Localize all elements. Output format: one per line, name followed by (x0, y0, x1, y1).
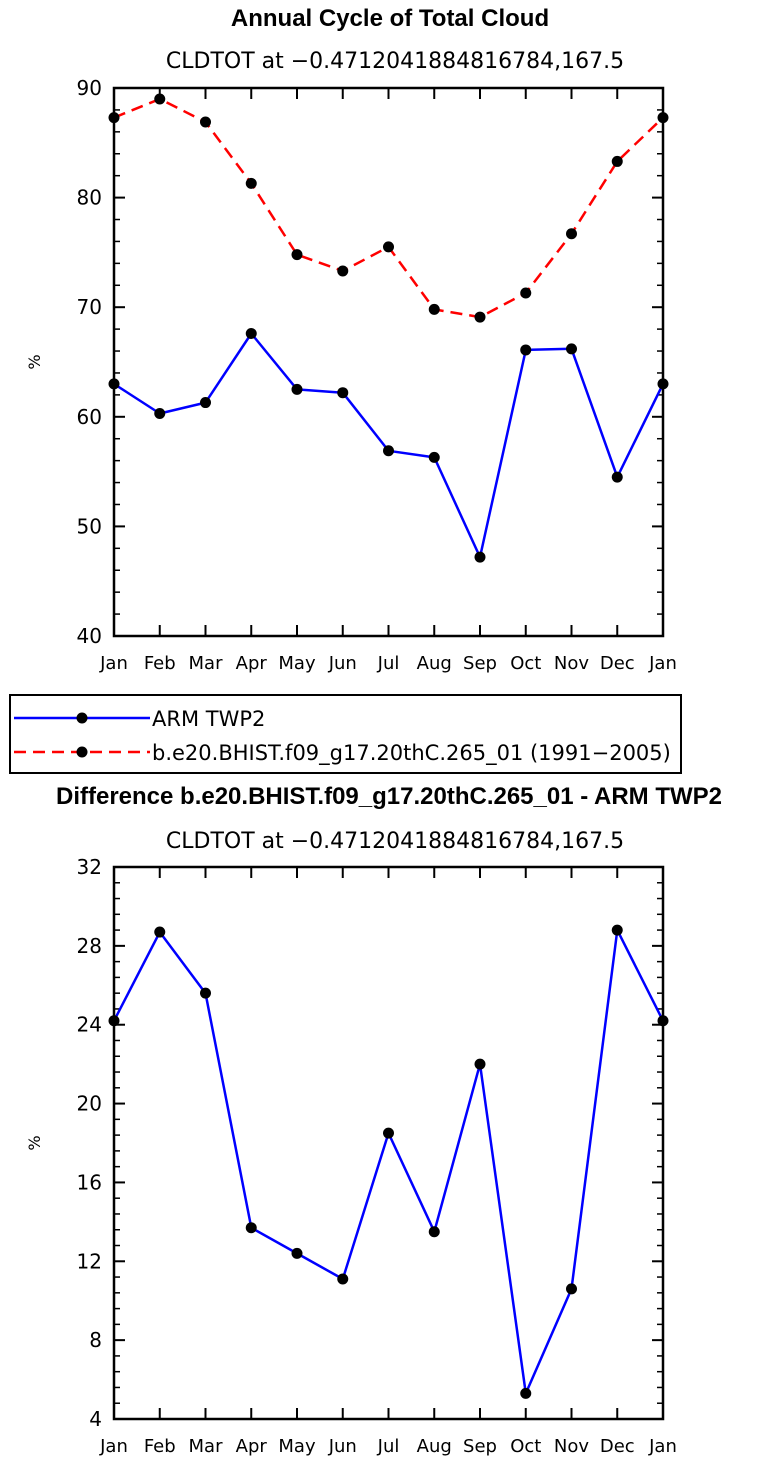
chart2-series-0-point (428, 1226, 440, 1238)
chart1-xtick-label: Nov (554, 653, 589, 674)
chart1-series-1-point (383, 241, 394, 253)
chart2-ytick-label: 4 (89, 1407, 102, 1431)
chart1-xtick-label: Jul (377, 653, 400, 674)
chart2-series-0-point (200, 987, 211, 999)
chart2-subtitle: CLDTOT at −0.4712041884816784,167.5 (166, 829, 624, 854)
legend: ARM TWP2 b.e20.BHIST.f09_g17.20thC.265_0… (9, 694, 682, 774)
chart1-ylabel: % (25, 354, 44, 369)
chart1-xtick-label: Mar (189, 653, 224, 674)
chart2-ytick-label: 16 (77, 1170, 102, 1194)
chart1-series-1-point (566, 228, 577, 240)
chart2-series-0-point (566, 1283, 577, 1295)
chart1-series-0-point (154, 408, 166, 420)
chart1-ytick-label: 70 (77, 295, 102, 319)
chart1-xtick-label: May (278, 653, 316, 674)
chart1-xtick-label: Apr (236, 653, 268, 674)
chart2-ytick-label: 28 (77, 934, 102, 958)
chart1-series-0-point (245, 328, 257, 340)
chart2-ytick-label: 8 (89, 1328, 102, 1352)
chart1-plot: 40 50 60 70 80 90 Jan Feb Mar Apr May Jun Jul Aug Sep O… (25, 76, 677, 674)
chart1-series-0-point (611, 471, 623, 483)
chart2-xtick-label: May (278, 1436, 316, 1457)
chart1-frame (112, 86, 665, 638)
chart1-series-0-point (383, 445, 394, 457)
chart2-series-0-point (291, 1247, 303, 1259)
chart1-xtick-label: Oct (510, 653, 541, 674)
chart1-series-0-point (337, 387, 349, 399)
chart2-frame (112, 865, 665, 1421)
chart2-series-0-line (112, 928, 665, 1395)
chart2-xtick-label: Aug (417, 1436, 452, 1457)
chart2-xtick-label: Mar (189, 1436, 224, 1457)
chart2-ytick-label: 12 (77, 1249, 102, 1273)
chart2-xtick-label: Sep (463, 1436, 497, 1457)
chart1-series-0-point (520, 344, 532, 356)
chart2-xtick-label: Feb (144, 1436, 176, 1457)
chart2-series-0-point (474, 1058, 486, 1070)
chart1-series-1-line (113, 97, 664, 319)
chart1-series-1-point (657, 112, 669, 124)
legend-marker-arm (76, 712, 88, 724)
chart1-series-1-point (245, 177, 257, 189)
chart1-series-0-point (657, 378, 669, 390)
chart1-xtick-label: Jan (99, 653, 128, 674)
chart2-plot: 4 8 12 16 20 24 28 32 Jan Feb Mar Apr May Jun Jul Aug Se… (25, 855, 677, 1457)
chart1-xtick-label: Aug (417, 653, 452, 674)
chart1-series-0-point (200, 397, 211, 409)
chart2-xtick-label: Oct (510, 1436, 541, 1457)
chart2-xtick-label: Jan (648, 1436, 677, 1457)
chart1-ytick-label: 60 (77, 405, 102, 429)
chart2-series-0-point (383, 1127, 394, 1139)
legend-box (9, 694, 682, 774)
chart1-ytick-label: 80 (77, 186, 102, 210)
chart2-ytick-label: 32 (77, 855, 102, 879)
chart1-xtick-label: Sep (463, 653, 497, 674)
chart1-subtitle: CLDTOT at −0.4712041884816784,167.5 (166, 49, 624, 74)
legend-label-model: b.e20.BHIST.f09_g17.20thC.265_01 (1991−2… (152, 741, 671, 766)
chart1-series-0-point (474, 551, 486, 563)
chart1-series-1-point (337, 265, 349, 277)
chart1-ytick-label: 90 (77, 76, 102, 100)
chart2-xtick-label: Dec (600, 1436, 635, 1457)
chart1-series-0-point (566, 343, 577, 355)
chart2-series-0-point (657, 1015, 669, 1027)
chart2-ytick-label: 24 (77, 1013, 102, 1037)
chart1-series-0-point (428, 451, 440, 463)
chart1-series-1-point (108, 112, 120, 124)
chart1-xtick-label: Feb (144, 653, 176, 674)
chart2-xtick-label: Jan (99, 1436, 128, 1457)
chart2-xtick-label: Jul (377, 1436, 400, 1457)
chart2-series-0-point (108, 1015, 120, 1027)
chart2-series-0-point (337, 1273, 349, 1285)
chart2-xtick-label: Jun (328, 1436, 357, 1457)
legend-label-arm: ARM TWP2 (152, 707, 265, 731)
chart1-ytick-label: 40 (77, 624, 102, 648)
chart1-xtick-label: Dec (600, 653, 635, 674)
chart1-series-1-point (611, 155, 623, 167)
chart2-series-0-point (245, 1222, 257, 1234)
chart1-series-0-point (108, 378, 120, 390)
chart1-xtick-label: Jan (648, 653, 677, 674)
chart1-series-0-point (291, 383, 303, 395)
chart2-series-0-point (611, 924, 623, 936)
chart1-xtick-label: Jun (328, 653, 357, 674)
chart1-title: Annual Cycle of Total Cloud (231, 5, 549, 32)
chart2-series-0-point (520, 1387, 532, 1399)
chart2-xtick-label: Apr (236, 1436, 268, 1457)
chart1-ytick-label: 50 (77, 514, 102, 538)
chart1-series-1-point (428, 303, 440, 315)
chart1-series-1-point (474, 311, 486, 323)
chart2-ytick-label: 20 (77, 1092, 102, 1116)
chart2-series-0-point (154, 926, 166, 938)
chart2-ylabel: % (25, 1135, 44, 1150)
chart1-series-1-point (154, 93, 166, 105)
chart1-series-1-point (520, 287, 532, 299)
legend-marker-model (76, 746, 88, 758)
chart1-series-1-point (291, 249, 303, 261)
chart1-series-1-point (200, 116, 211, 128)
chart2-title: Difference b.e20.BHIST.f09_g17.20thC.265… (56, 783, 722, 810)
chart2-xtick-label: Nov (554, 1436, 589, 1457)
